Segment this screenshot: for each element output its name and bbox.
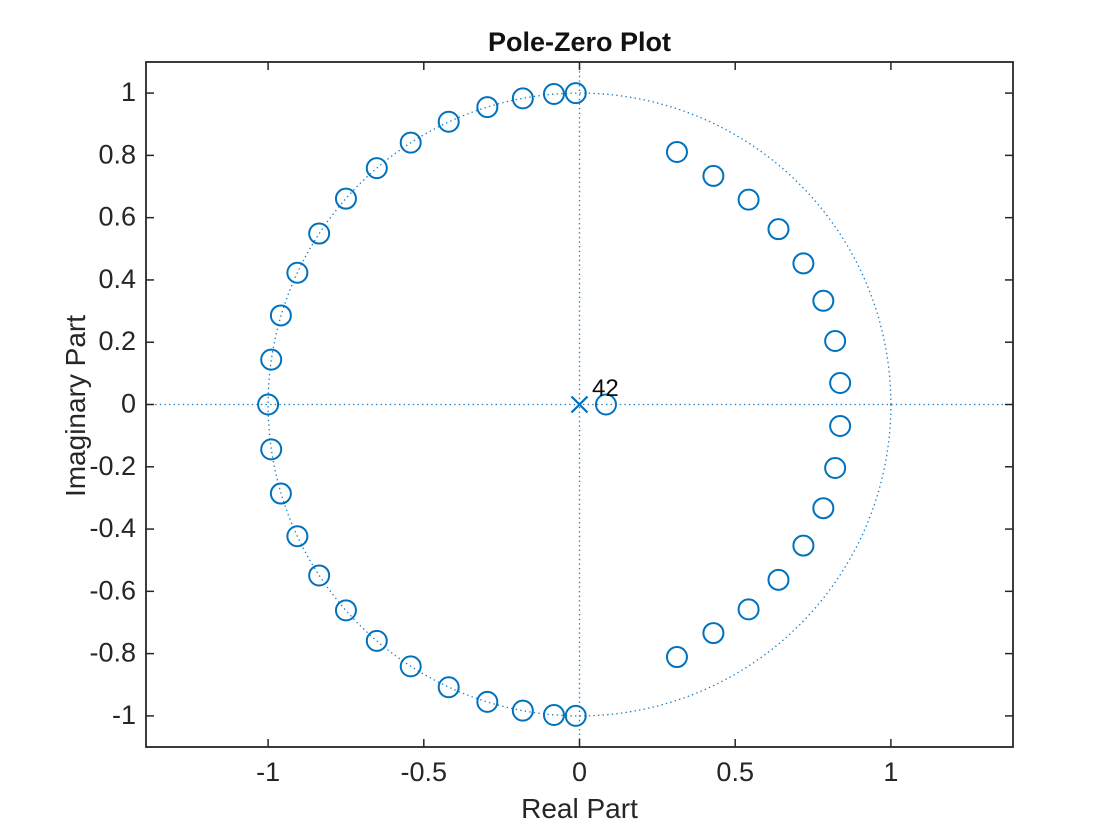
zero-marker [437, 676, 460, 699]
zero-marker [257, 393, 280, 416]
zero-marker [437, 110, 460, 133]
x-axis-label: Real Part [521, 793, 638, 824]
zero-marker [702, 164, 725, 187]
y-tick-label: -0.8 [89, 638, 136, 668]
y-tick-label: -0.6 [89, 575, 136, 605]
zero-marker [334, 599, 357, 622]
zero-marker [399, 655, 422, 678]
y-tick-label: 1 [121, 77, 136, 107]
zero-marker [542, 703, 565, 726]
zero-marker [308, 564, 331, 587]
zero-marker [792, 252, 815, 275]
x-tick-label: -1 [256, 757, 280, 787]
plot-title: Pole-Zero Plot [487, 27, 671, 57]
zero-marker [399, 131, 422, 154]
zero-marker [286, 525, 309, 548]
zero-marker [260, 348, 283, 371]
x-tick-label: -0.5 [401, 757, 448, 787]
y-tick-label: 0.6 [98, 202, 136, 232]
zero-marker [767, 568, 790, 591]
zero-marker [812, 289, 835, 312]
zero-marker [824, 329, 847, 352]
zero-marker [665, 646, 688, 669]
unit-circle [267, 92, 892, 717]
zero-marker [476, 96, 499, 119]
zero-marker [829, 372, 852, 395]
pole-multiplicity-annotation: 42 [592, 375, 619, 402]
zero-marker [269, 304, 292, 327]
zero-marker [476, 690, 499, 713]
zero-marker [542, 83, 565, 106]
zero-marker [564, 82, 587, 105]
zero-marker [365, 629, 388, 652]
zero-marker [792, 534, 815, 557]
zero-marker [824, 457, 847, 480]
y-tick-label: 0.8 [98, 139, 136, 169]
y-tick-label: 0.4 [98, 264, 136, 294]
zero-marker [767, 218, 790, 241]
pole-marker [570, 395, 589, 414]
zero-marker [594, 393, 617, 416]
zero-marker [511, 699, 534, 722]
y-tick-label: 0 [121, 389, 136, 419]
zero-marker [829, 414, 852, 437]
zero-marker [702, 622, 725, 645]
zero-marker [260, 438, 283, 461]
zero-marker [511, 87, 534, 110]
x-tick-label: 0 [572, 757, 587, 787]
zero-marker [564, 704, 587, 727]
x-tick-label: 1 [883, 757, 898, 787]
zero-marker [308, 222, 331, 245]
zero-marker [737, 598, 760, 621]
y-tick-label: -0.2 [89, 451, 136, 481]
zero-marker [269, 482, 292, 505]
zero-marker [665, 140, 688, 163]
zero-marker [286, 261, 309, 284]
zero-marker [334, 187, 357, 210]
y-tick-label: -0.4 [89, 513, 136, 543]
y-tick-label: 0.2 [98, 326, 136, 356]
y-tick-label: -1 [112, 700, 136, 730]
zero-marker [737, 188, 760, 211]
y-axis-label: Imaginary Part [60, 314, 91, 498]
x-tick-label: 0.5 [716, 757, 754, 787]
zero-marker [812, 497, 835, 520]
zero-marker [365, 157, 388, 180]
